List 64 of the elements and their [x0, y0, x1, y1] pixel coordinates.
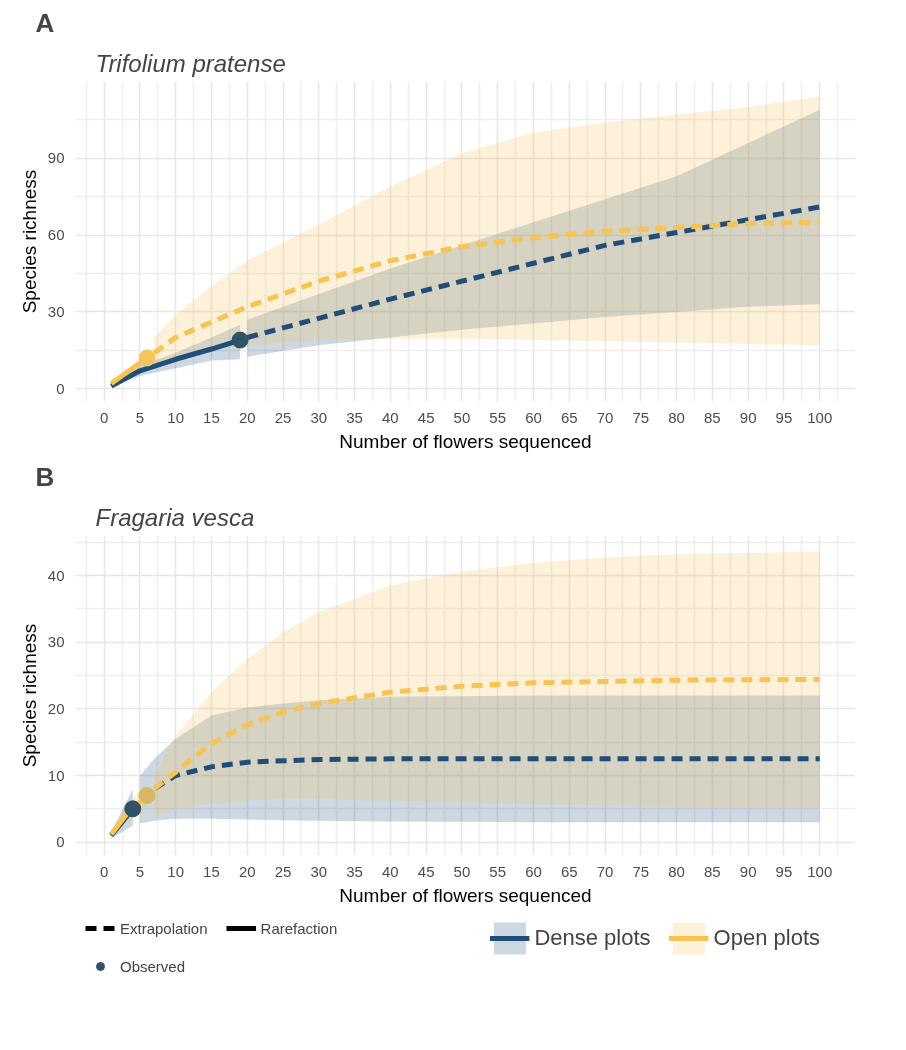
x-tick-label: 30	[310, 408, 328, 426]
legend-label: Observed	[120, 957, 186, 975]
x-tick-label: 60	[525, 408, 542, 426]
x-tick-label: 20	[238, 408, 256, 426]
x-axis-title: Number of flowers sequenced	[339, 430, 592, 452]
y-tick-label: 0	[56, 833, 65, 851]
x-tick-label: 45	[417, 862, 435, 880]
x-tick-label: 25	[274, 862, 292, 880]
x-tick-label: 5	[135, 408, 145, 426]
x-tick-label: 100	[807, 408, 833, 426]
chart-subtitle: Fragaria vesca	[95, 503, 255, 531]
y-axis-title: Species richness	[18, 169, 40, 314]
x-tick-label: 95	[775, 862, 793, 880]
x-tick-label: 30	[310, 862, 328, 880]
x-tick-label: 80	[668, 408, 685, 426]
y-tick-label: 30	[47, 302, 65, 320]
x-tick-label: 25	[274, 408, 292, 426]
x-tick-label: 70	[596, 862, 614, 880]
x-tick-label: 55	[489, 408, 507, 426]
x-tick-label: 35	[346, 862, 363, 880]
x-tick-label: 85	[704, 408, 721, 426]
y-tick-label: 30	[47, 633, 65, 651]
x-tick-label: 65	[560, 862, 578, 880]
chart-title: A	[35, 7, 55, 38]
y-axis-title: Species richness	[18, 623, 40, 768]
chart-subtitle: Trifolium pratense	[95, 49, 286, 77]
x-tick-label: 10	[167, 408, 185, 426]
x-tick-label: 45	[417, 408, 435, 426]
x-tick-label: 55	[489, 862, 507, 880]
y-tick-label: 0	[56, 379, 65, 397]
x-tick-label: 0	[99, 408, 109, 426]
x-tick-label: 5	[135, 862, 145, 880]
x-tick-label: 50	[453, 408, 471, 426]
x-tick-label: 20	[238, 862, 256, 880]
x-tick-label: 15	[203, 408, 220, 426]
x-tick-label: 10	[167, 862, 185, 880]
x-tick-label: 60	[525, 862, 542, 880]
legend-label: Open plots	[713, 925, 820, 951]
x-tick-label: 75	[632, 862, 650, 880]
x-axis-title: Number of flowers sequenced	[339, 884, 592, 906]
x-tick-label: 40	[382, 408, 399, 426]
chart-title: B	[35, 461, 55, 492]
x-tick-label: 100	[807, 862, 833, 880]
y-tick-label: 20	[47, 699, 65, 717]
x-tick-label: 65	[560, 408, 578, 426]
legend-label: Dense plots	[534, 925, 651, 951]
x-tick-label: 0	[99, 862, 109, 880]
x-tick-label: 90	[739, 408, 757, 426]
text: Rarefaction	[260, 919, 338, 937]
x-tick-label: 35	[346, 408, 363, 426]
x-tick-label: 85	[704, 862, 721, 880]
y-tick-label: 10	[47, 766, 65, 784]
y-tick-label: 40	[47, 566, 65, 584]
text: Extrapolation	[120, 919, 208, 937]
x-tick-label: 40	[382, 862, 399, 880]
y-tick-label: 60	[47, 226, 65, 244]
x-tick-label: 50	[453, 862, 471, 880]
x-tick-label: 70	[596, 408, 614, 426]
y-tick-label: 90	[47, 149, 65, 167]
x-tick-label: 75	[632, 408, 650, 426]
x-tick-label: 15	[203, 862, 220, 880]
x-tick-label: 95	[775, 408, 793, 426]
x-tick-label: 90	[739, 862, 757, 880]
x-tick-label: 80	[668, 862, 685, 880]
